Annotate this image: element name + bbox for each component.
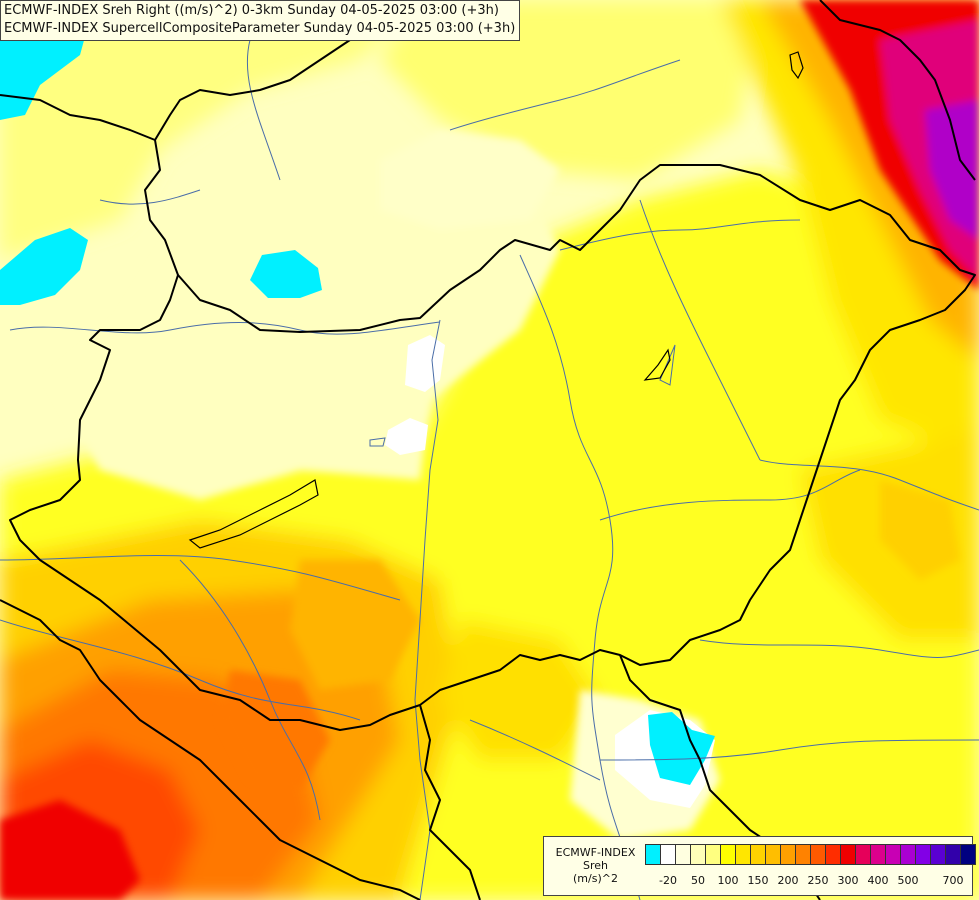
violet-region-northeast (925, 100, 979, 240)
map-title-line-2: ECMWF-INDEX SupercellCompositeParameter … (4, 21, 516, 36)
cyan-region-west (0, 228, 88, 305)
pale-region-central (50, 170, 560, 500)
legend-swatch (885, 844, 901, 865)
cyan-region-north-central (250, 250, 322, 298)
legend-tick-label: 50 (691, 874, 705, 887)
legend-tick-label: 700 (942, 874, 964, 887)
red-region-southwest (0, 800, 140, 900)
legend-swatch (750, 844, 766, 865)
legend-swatch (660, 844, 676, 865)
legend-swatch (645, 844, 661, 865)
ukraine-border (819, 0, 976, 181)
legend-title-line-3: (m/s)^2 (573, 872, 618, 885)
legend-swatch (810, 844, 826, 865)
lake-small-north (789, 51, 804, 80)
lake-small-east (643, 348, 671, 381)
white-region-central (405, 335, 445, 392)
white-region-central-2 (385, 418, 428, 455)
legend-ticks: -20 50 100 150 200 250 300 400 500 700 (645, 874, 965, 888)
legend-swatches (645, 844, 976, 865)
croatia-serbia-border (419, 704, 481, 900)
gold-patch-southeast (880, 480, 960, 580)
legend-tick-label: 250 (807, 874, 829, 887)
legend-tick-label: 300 (837, 874, 859, 887)
hungary-border (9, 164, 976, 731)
legend-swatch (930, 844, 946, 865)
pale-region-north (380, 130, 560, 230)
lake-balaton (188, 479, 319, 549)
legend-swatch (915, 844, 931, 865)
legend-swatch (900, 844, 916, 865)
color-legend: ECMWF-INDEX Sreh (m/s)^2 -20 50 100 150 200 2… (543, 836, 976, 896)
legend-swatch (675, 844, 691, 865)
legend-swatch (705, 844, 721, 865)
legend-title-line-2: Sreh (582, 859, 608, 872)
legend-swatch (765, 844, 781, 865)
slovenia-croatia-border (0, 599, 421, 900)
orange-patch-south (220, 670, 330, 790)
legend-tick-label: 200 (777, 874, 799, 887)
amber-patch-central-south (290, 560, 420, 690)
legend-swatch (870, 844, 886, 865)
legend-swatch (945, 844, 961, 865)
legend-tick-label: 500 (897, 874, 919, 887)
legend-swatch (735, 844, 751, 865)
map-title-line-1: ECMWF-INDEX Sreh Right ((m/s)^2) 0-3km S… (4, 3, 499, 18)
legend-swatch (840, 844, 856, 865)
legend-tick-label: -20 (659, 874, 677, 887)
legend-title: ECMWF-INDEX Sreh (m/s)^2 (548, 846, 643, 885)
legend-swatch (855, 844, 871, 865)
legend-swatch (690, 844, 706, 865)
map-title-box: ECMWF-INDEX Sreh Right ((m/s)^2) 0-3km S… (0, 0, 521, 41)
cyan-region-south (648, 712, 715, 785)
legend-tick-label: 150 (747, 874, 769, 887)
legend-swatch (825, 844, 841, 865)
legend-swatch (780, 844, 796, 865)
legend-swatch (960, 844, 976, 865)
legend-tick-label: 100 (717, 874, 739, 887)
light-yellow-region-west (0, 0, 420, 260)
lake-outlines (188, 51, 804, 549)
legend-title-line-1: ECMWF-INDEX (555, 846, 636, 859)
legend-tick-label: 400 (867, 874, 889, 887)
legend-swatch (720, 844, 736, 865)
legend-swatch (795, 844, 811, 865)
